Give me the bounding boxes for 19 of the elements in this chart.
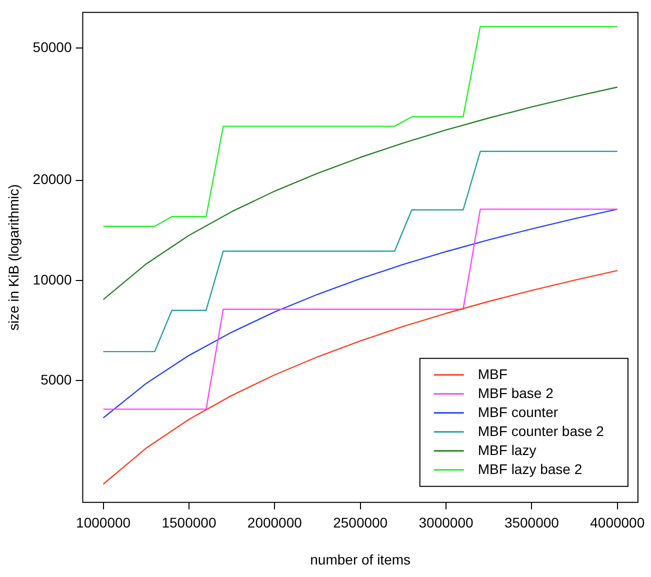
legend-label: MBF base 2 [478, 384, 554, 401]
x-tick-label: 3500000 [504, 514, 560, 531]
legend-label: MBF lazy [478, 442, 536, 458]
x-tick-label: 1000000 [76, 514, 131, 531]
y-tick-label: 10000 [32, 271, 72, 288]
y-tick-label: 50000 [32, 38, 72, 55]
x-tick-label: 2000000 [247, 514, 302, 531]
x-tick-label: 4000000 [590, 514, 645, 531]
y-tick-label: 5000 [40, 371, 72, 388]
legend-label: MBF lazy base 2 [478, 460, 582, 477]
legend-label: MBF counter [478, 404, 558, 420]
legend-label: MBF counter base 2 [478, 422, 604, 439]
y-tick-label: 20000 [32, 171, 72, 188]
x-tick-label: 2500000 [333, 514, 388, 531]
y-axis-title: size in KiB (logarithmic) [5, 184, 22, 331]
x-axis-title: number of items [310, 551, 411, 568]
x-tick-label: 3000000 [418, 514, 474, 531]
x-tick-label: 1500000 [162, 514, 216, 531]
legend-label: MBF [478, 366, 508, 382]
